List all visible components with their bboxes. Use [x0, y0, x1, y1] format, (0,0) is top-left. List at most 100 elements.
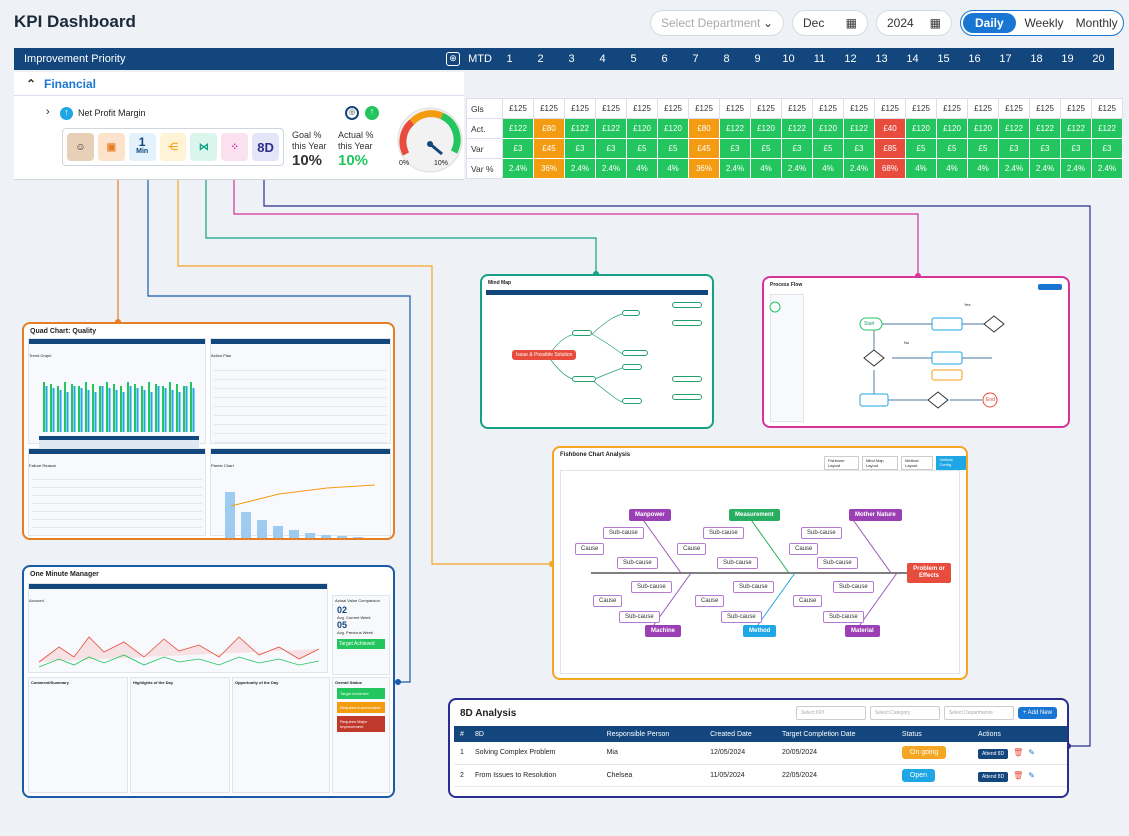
sub-cause[interactable]: Sub-cause: [823, 611, 864, 623]
chevron-right-icon[interactable]: ›: [46, 106, 50, 118]
department-filter[interactable]: Select Departments: [943, 706, 1014, 720]
pareto-bars: [225, 484, 376, 538]
fishbone-manpower[interactable]: Manpower: [629, 509, 671, 521]
quad-title: Quad Chart: Quality: [30, 328, 97, 335]
previous-label: Avg. Previous Week: [337, 630, 373, 635]
sub-cause[interactable]: Sub-cause: [817, 557, 858, 569]
day-header: 11: [813, 53, 826, 65]
value-cell: £125: [1029, 98, 1061, 119]
edit-icon[interactable]: ✎: [1028, 748, 1035, 758]
year-picker[interactable]: 2024 ▦: [876, 10, 952, 36]
sub-cause[interactable]: Sub-cause: [617, 557, 658, 569]
fishbone-machine[interactable]: Machine: [645, 625, 682, 637]
8d-title: 8D Analysis: [460, 707, 517, 719]
sub-cause[interactable]: Sub-cause: [703, 527, 744, 539]
quad-chart-panel[interactable]: Quad Chart: Quality Trend Graph Action P…: [22, 322, 395, 540]
mindmap-node[interactable]: [672, 394, 702, 400]
kpi-name: Net Profit Margin: [78, 108, 146, 118]
cause[interactable]: Cause: [789, 543, 819, 555]
delete-icon[interactable]: 🗑: [1013, 770, 1024, 780]
mindmap-node[interactable]: [622, 364, 642, 370]
value-cell: 68%: [874, 158, 906, 179]
view-weekly[interactable]: Weekly: [1024, 16, 1064, 30]
category-filter[interactable]: Select Category: [869, 706, 940, 720]
target-icon[interactable]: ◎: [345, 106, 359, 120]
8d-tool[interactable]: 8D: [252, 133, 280, 161]
sub-cause[interactable]: Sub-cause: [603, 527, 644, 539]
value-cell: £122: [781, 118, 813, 139]
action-plan-row: [214, 364, 387, 371]
value-cell: £3: [1060, 138, 1092, 159]
fishbone-panel[interactable]: Fishbone Chart Analysis Fishbone Layout …: [552, 446, 968, 680]
cause[interactable]: Cause: [677, 543, 707, 555]
sub-cause[interactable]: Sub-cause: [801, 527, 842, 539]
mindmap-tool[interactable]: ⋈: [190, 133, 218, 161]
one-minute-manager-panel[interactable]: One Minute Manager Accrued Actual Value …: [22, 565, 395, 798]
one-minute-tool[interactable]: 1 Min: [128, 133, 156, 161]
sub-cause[interactable]: Sub-cause: [631, 581, 672, 593]
tab-mindmap[interactable]: Mind Map Layout: [862, 456, 899, 470]
table-row[interactable]: 1 Solving Complex Problem Mia 12/05/2024…: [454, 742, 1067, 765]
value-cell: 36%: [688, 158, 720, 179]
tab-fishbone[interactable]: Fishbone Layout: [824, 456, 860, 470]
quad-chart-tool[interactable]: ▣: [97, 133, 125, 161]
sub-cause[interactable]: Sub-cause: [717, 557, 758, 569]
min-value: 1: [138, 135, 146, 149]
mindmap-node[interactable]: [622, 310, 640, 316]
process-flow-panel[interactable]: Process Flow Start End Yes No: [762, 276, 1070, 428]
view-monthly[interactable]: Monthly: [1075, 16, 1118, 30]
mindmap-node[interactable]: [672, 376, 702, 382]
value-cell: £85: [874, 138, 906, 159]
delete-icon[interactable]: 🗑: [1013, 748, 1024, 758]
month-picker[interactable]: Dec ▦: [792, 10, 868, 36]
cause[interactable]: Cause: [575, 543, 605, 555]
department-select[interactable]: Select Department ⌄: [650, 10, 784, 36]
day-header: 13: [875, 53, 888, 65]
highlights-label: Highlights of the Day: [133, 680, 173, 685]
chevron-up-icon[interactable]: ⌃: [26, 76, 37, 91]
value-cell: £5: [967, 138, 999, 159]
mindmap-node[interactable]: [572, 376, 596, 382]
table-row[interactable]: 2 From Issues to Resolution Chelsea 11/0…: [454, 764, 1067, 787]
add-new-button[interactable]: + Add New: [1017, 707, 1057, 719]
view-toggle[interactable]: Daily Weekly Monthly: [960, 10, 1124, 36]
mindmap-node[interactable]: [672, 320, 702, 326]
kpi-filter[interactable]: Select KPI: [795, 706, 866, 720]
mindmap-node[interactable]: [622, 398, 642, 404]
fishbone-material[interactable]: Material: [845, 625, 880, 637]
mindmap-node[interactable]: [572, 330, 592, 336]
section-financial[interactable]: ⌃ Financial: [14, 72, 464, 96]
status-major: Requires Major Improvement: [337, 716, 385, 732]
fishbone-mother-nature[interactable]: Mother Nature: [849, 509, 902, 521]
cause[interactable]: Cause: [593, 595, 623, 607]
mindmap-node[interactable]: [622, 350, 648, 356]
fishbone-title: Fishbone Chart Analysis: [560, 452, 631, 458]
day-header: 5: [630, 53, 637, 65]
add-button[interactable]: [1038, 284, 1062, 290]
fishbone-tool[interactable]: ⋲: [159, 133, 187, 161]
process-flow-tool[interactable]: ⁘: [221, 133, 249, 161]
previous-value: 05: [337, 620, 348, 630]
day-header: 20: [1092, 53, 1105, 65]
value-cell: £125: [1091, 98, 1123, 119]
edit-icon[interactable]: ✎: [1028, 770, 1035, 780]
cause[interactable]: Cause: [793, 595, 823, 607]
day-header: 8: [723, 53, 730, 65]
mindmap-panel[interactable]: Mind Map Issue & Possible Solution: [480, 274, 714, 429]
fishbone-method[interactable]: Method: [743, 625, 777, 637]
sub-cause[interactable]: Sub-cause: [733, 581, 774, 593]
cause[interactable]: Cause: [695, 595, 725, 607]
attend-8d-button[interactable]: Attend 8D: [977, 771, 1009, 782]
tab-method[interactable]: Method Layout: [901, 456, 934, 470]
sub-cause[interactable]: Sub-cause: [833, 581, 874, 593]
mindmap-node[interactable]: [672, 302, 702, 308]
value-cell: 2.4%: [1029, 158, 1061, 179]
expand-icon[interactable]: ⊕: [446, 52, 460, 66]
sub-cause[interactable]: Sub-cause: [721, 611, 762, 623]
sub-cause[interactable]: Sub-cause: [619, 611, 660, 623]
tab-vertical[interactable]: Vertical Config: [936, 456, 966, 470]
fishbone-measurement[interactable]: Measurement: [729, 509, 780, 521]
attend-8d-button[interactable]: Attend 8D: [977, 749, 1009, 760]
view-daily[interactable]: Daily: [963, 13, 1016, 33]
day-header: 14: [906, 53, 919, 65]
